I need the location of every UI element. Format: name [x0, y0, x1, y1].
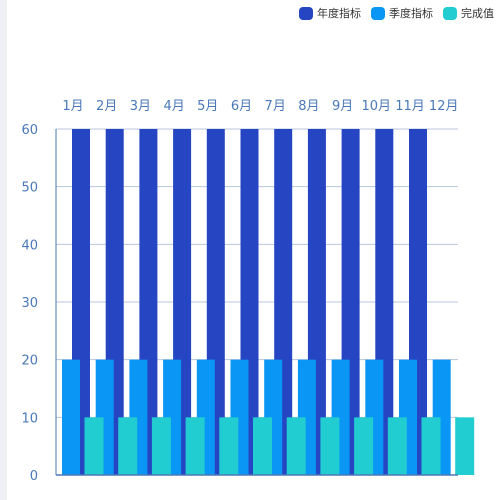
- x-tick-label-2: 2月: [96, 99, 117, 114]
- bar-done-2: [118, 417, 138, 475]
- bar-quarter-1: [62, 359, 80, 475]
- y-tick-label-60: 60: [21, 123, 38, 138]
- legend-swatch-quarter: [371, 6, 385, 20]
- bar-done-7: [286, 417, 306, 475]
- y-tick-label-0: 0: [30, 469, 38, 484]
- legend-label-quarter: 季度指标: [389, 7, 433, 20]
- bar-done-8: [320, 417, 340, 475]
- left-panel-edge: [0, 0, 7, 500]
- x-tick-label-9: 9月: [332, 99, 353, 114]
- y-tick-label-20: 20: [21, 354, 38, 369]
- legend-swatch-done: [443, 6, 457, 20]
- x-tick-label-1: 1月: [62, 99, 83, 114]
- legend-item-done[interactable]: 完成值: [443, 5, 494, 21]
- bar-done-6: [253, 417, 272, 475]
- legend-swatch-annual: [299, 6, 313, 20]
- bar-done-5: [219, 417, 239, 475]
- bar-done-12: [455, 417, 475, 475]
- x-tick-label-7: 7月: [265, 99, 286, 114]
- y-tick-label-50: 50: [21, 181, 38, 196]
- x-tick-label-3: 3月: [130, 99, 151, 114]
- bar-done-9: [354, 417, 374, 475]
- x-tick-label-12: 12月: [429, 99, 459, 114]
- bar-done-1: [84, 417, 104, 475]
- bar-done-11: [421, 417, 441, 475]
- legend-label-annual: 年度指标: [317, 7, 361, 20]
- y-tick-label-10: 10: [21, 411, 38, 426]
- x-tick-label-10: 10月: [362, 99, 392, 114]
- chart-legend: 年度指标 季度指标 完成值: [299, 5, 494, 21]
- legend-label-done: 完成值: [461, 7, 494, 20]
- bar-done-4: [185, 417, 205, 475]
- x-tick-label-11: 11月: [395, 99, 425, 114]
- y-tick-label-40: 40: [21, 238, 38, 253]
- legend-item-annual[interactable]: 年度指标: [299, 5, 361, 21]
- x-tick-label-5: 5月: [197, 99, 218, 114]
- x-tick-label-8: 8月: [298, 99, 319, 114]
- legend-item-quarter[interactable]: 季度指标: [371, 5, 433, 21]
- bar-done-3: [151, 417, 171, 475]
- x-tick-label-4: 4月: [163, 99, 184, 114]
- bar-done-10: [387, 417, 407, 475]
- y-tick-label-30: 30: [21, 296, 38, 311]
- x-tick-label-6: 6月: [231, 99, 252, 114]
